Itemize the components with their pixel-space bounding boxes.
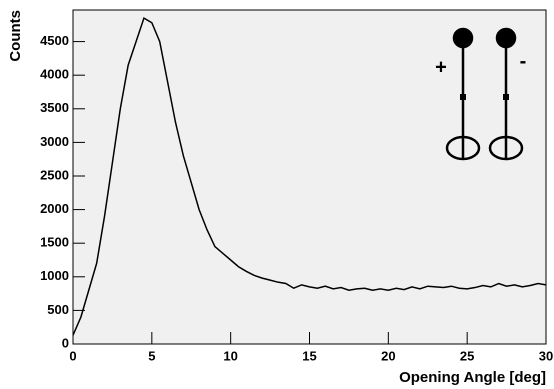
plus-label: + [435, 56, 447, 78]
data-line [72, 16, 547, 336]
y-tick-label: 2000 [40, 201, 69, 216]
y-axis-title: Counts [7, 10, 24, 62]
y-tick-label: 1000 [40, 268, 69, 283]
y-tick-label: 3500 [40, 100, 69, 115]
y-tick-label: 2500 [40, 167, 69, 182]
y-tick-label: 0 [62, 335, 69, 350]
y-tick-label: 1500 [40, 235, 69, 250]
x-tick-label: 15 [302, 348, 316, 363]
y-tick-label: 3000 [40, 134, 69, 149]
x-tick-label: 30 [539, 348, 553, 363]
x-tick-label: 25 [460, 348, 474, 363]
y-tick-label: 4000 [40, 67, 69, 82]
x-tick-label: 10 [223, 348, 237, 363]
plot-area [72, 9, 547, 345]
x-tick-label: 0 [69, 348, 76, 363]
dipole-icon [445, 27, 524, 161]
y-tick-label: 500 [47, 302, 69, 317]
minus-label: - [520, 50, 527, 72]
x-tick-label: 5 [148, 348, 155, 363]
x-tick-label: 20 [381, 348, 395, 363]
x-axis-title: Opening Angle [deg] [399, 369, 546, 386]
y-tick-label: 4500 [40, 33, 69, 48]
